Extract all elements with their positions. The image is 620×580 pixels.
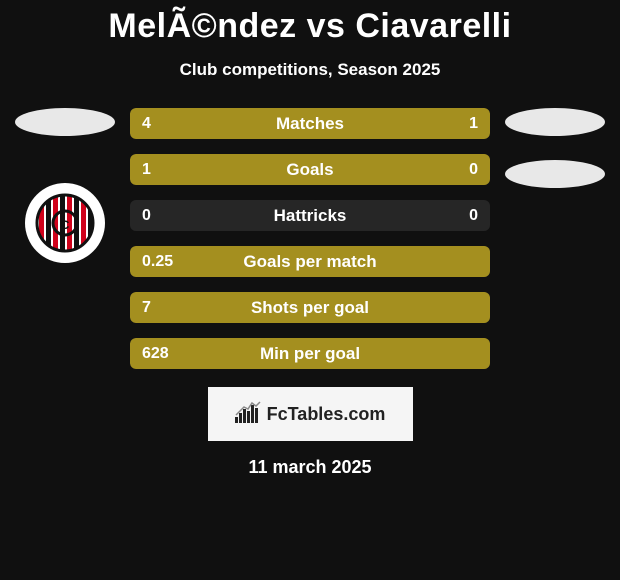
stat-row: 628Min per goal xyxy=(130,338,490,369)
stat-label: Hattricks xyxy=(130,206,490,226)
team-crest-left: C xyxy=(25,171,105,276)
player-left-placeholder xyxy=(15,108,115,136)
stat-label: Matches xyxy=(130,114,490,134)
stat-row: 0Hattricks0 xyxy=(130,200,490,231)
stat-value-right: 0 xyxy=(469,161,478,179)
svg-text:C: C xyxy=(61,218,70,232)
left-column: C xyxy=(10,108,120,276)
date-label: 11 march 2025 xyxy=(10,457,610,478)
stat-label: Min per goal xyxy=(130,344,490,364)
stat-label: Shots per goal xyxy=(130,298,490,318)
stats-bars: 4Matches11Goals00Hattricks00.25Goals per… xyxy=(130,108,490,369)
subtitle: Club competitions, Season 2025 xyxy=(10,60,610,80)
stat-value-right: 0 xyxy=(469,207,478,225)
main-row: C 4Matches11Goals00Hattricks00.25Goals p… xyxy=(10,108,610,369)
stat-row: 4Matches1 xyxy=(130,108,490,139)
footer-logo-link[interactable]: FcTables.com xyxy=(208,387,413,441)
stats-card: MelÃ©ndez vs Ciavarelli Club competition… xyxy=(0,0,620,498)
crest-svg: C xyxy=(25,171,105,276)
stat-row: 0.25Goals per match xyxy=(130,246,490,277)
stat-row: 7Shots per goal xyxy=(130,292,490,323)
stat-label: Goals xyxy=(130,160,490,180)
right-column xyxy=(500,108,610,188)
team-right-placeholder xyxy=(505,160,605,188)
player-right-placeholder xyxy=(505,108,605,136)
stat-value-right: 1 xyxy=(469,115,478,133)
page-title: MelÃ©ndez vs Ciavarelli xyxy=(10,7,610,46)
stat-row: 1Goals0 xyxy=(130,154,490,185)
fctables-icon xyxy=(235,401,261,428)
stat-label: Goals per match xyxy=(130,252,490,272)
footer-logo-text: FcTables.com xyxy=(267,404,386,425)
